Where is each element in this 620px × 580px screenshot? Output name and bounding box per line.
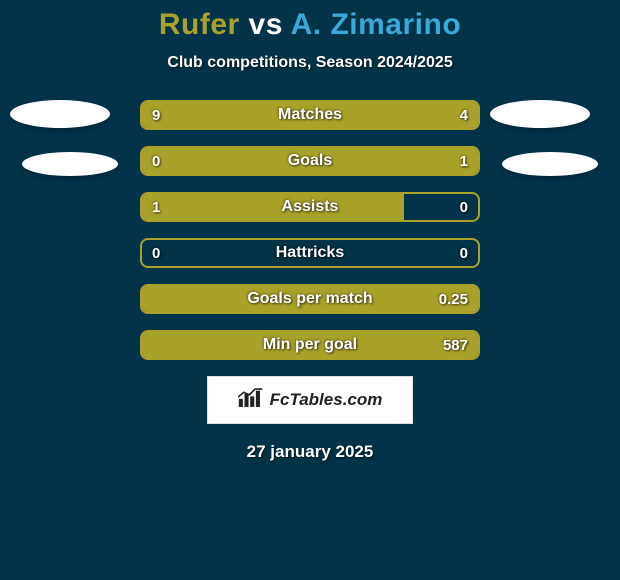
date-label: 27 january 2025: [0, 442, 620, 462]
decorative-ellipse: [10, 100, 110, 128]
stat-row: 0Goals1: [140, 146, 480, 176]
player1-name: Rufer: [159, 8, 240, 41]
stat-label: Assists: [142, 194, 478, 220]
player2-name: A. Zimarino: [291, 8, 462, 41]
comparison-infographic: Rufer vs A. Zimarino Club competitions, …: [0, 0, 620, 580]
stat-value-right: 1: [460, 148, 468, 174]
stat-bars: 9Matches40Goals11Assists00Hattricks0Goal…: [0, 100, 620, 360]
stat-value-right: 4: [460, 102, 468, 128]
bar-chart-icon: [238, 387, 264, 414]
title-vs: vs: [249, 8, 283, 41]
decorative-ellipse: [502, 152, 598, 176]
decorative-ellipse: [490, 100, 590, 128]
stat-row: 0Hattricks0: [140, 238, 480, 268]
stat-value-right: 0: [460, 240, 468, 266]
subtitle: Club competitions, Season 2024/2025: [0, 54, 620, 72]
stat-row: 1Assists0: [140, 192, 480, 222]
stat-row: Min per goal587: [140, 330, 480, 360]
stat-value-right: 0: [460, 194, 468, 220]
decorative-ellipse: [22, 152, 118, 176]
stat-label: Min per goal: [142, 332, 478, 358]
logo-badge: FcTables.com: [207, 376, 413, 424]
page-title: Rufer vs A. Zimarino: [0, 0, 620, 42]
stat-label: Goals per match: [142, 286, 478, 312]
stat-label: Matches: [142, 102, 478, 128]
stat-value-right: 587: [443, 332, 468, 358]
stat-label: Goals: [142, 148, 478, 174]
stat-label: Hattricks: [142, 240, 478, 266]
logo-text: FcTables.com: [270, 390, 383, 410]
stat-row: 9Matches4: [140, 100, 480, 130]
stat-value-right: 0.25: [439, 286, 468, 312]
stat-row: Goals per match0.25: [140, 284, 480, 314]
